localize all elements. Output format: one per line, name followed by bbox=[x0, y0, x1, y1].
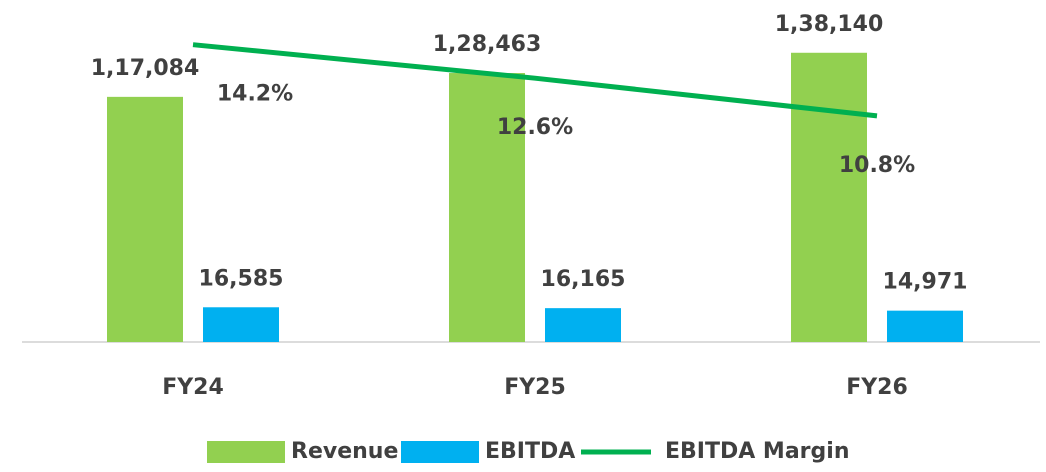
data-label: 12.6% bbox=[497, 115, 573, 140]
data-label: 16,585 bbox=[199, 266, 284, 291]
bar bbox=[449, 73, 525, 343]
bar bbox=[203, 307, 279, 342]
legend-label: EBITDA Margin bbox=[665, 439, 849, 464]
x-tick-label: FY24 bbox=[162, 375, 224, 400]
data-label: 1,17,084 bbox=[91, 56, 200, 81]
bar bbox=[887, 310, 963, 342]
data-label: 1,28,463 bbox=[433, 32, 542, 57]
line bbox=[192, 42, 878, 119]
bar bbox=[545, 308, 621, 342]
x-tick-label: FY25 bbox=[504, 375, 566, 400]
legend-swatch bbox=[207, 441, 285, 463]
data-label: 14,971 bbox=[883, 270, 968, 295]
legend-label: Revenue bbox=[291, 439, 398, 464]
bar bbox=[791, 52, 867, 342]
data-label: 1,38,140 bbox=[775, 12, 884, 37]
legend-label: EBITDA bbox=[485, 439, 575, 464]
data-label: 14.2% bbox=[217, 82, 293, 107]
x-tick-label: FY26 bbox=[846, 375, 908, 400]
data-label: 16,165 bbox=[541, 267, 626, 292]
legend-swatch bbox=[401, 441, 479, 463]
bar bbox=[107, 96, 183, 342]
data-label: 10.8% bbox=[839, 153, 915, 178]
